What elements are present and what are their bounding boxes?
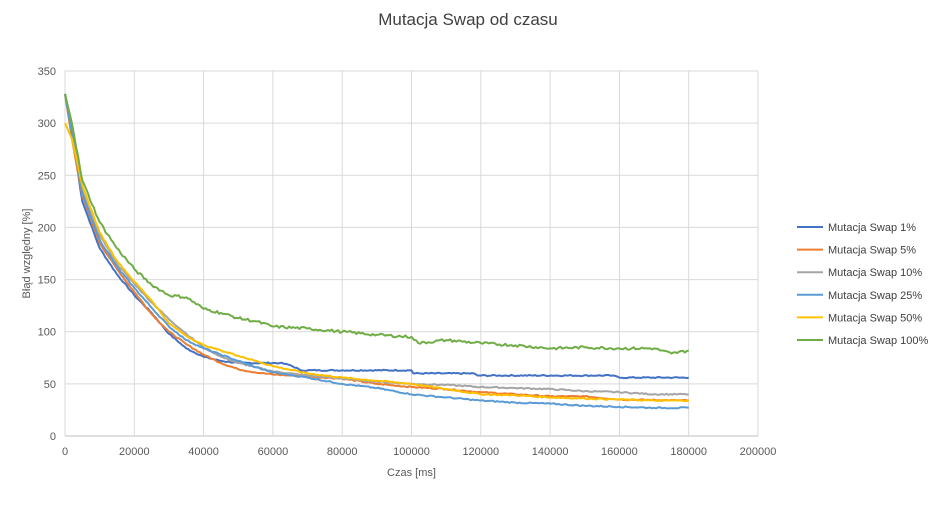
series-line [64,122,689,403]
series-lines [64,93,690,410]
x-tick-label: 120000 [462,446,499,458]
y-tick-label: 50 [44,379,56,391]
series-line [64,93,689,410]
series-line [64,93,689,402]
chart-title: Mutacja Swap od czasu [378,10,558,29]
series-line [64,93,690,355]
x-axis-label: Czas [ms] [387,467,436,479]
y-tick-label: 350 [38,66,56,78]
y-tick-label: 300 [38,118,56,130]
y-tick-label: 0 [50,431,56,443]
x-tick-label: 0 [62,446,68,458]
x-tick-label: 80000 [327,446,358,458]
x-tick-label: 160000 [601,446,638,458]
legend-label: Mutacja Swap 50% [828,312,922,324]
x-tick-label: 100000 [393,446,430,458]
x-axis-ticks: 0 20000 40000 60000 80000 100000 120000 140000 1… [62,446,776,458]
legend: Mutacja Swap 1% Mutacja Swap 5% Mutacja Sw… [797,222,928,347]
x-tick-label: 40000 [188,446,219,458]
legend-label: Mutacja Swap 1% [828,222,916,234]
y-tick-label: 200 [38,222,56,234]
y-tick-label: 150 [38,275,56,287]
y-tick-label: 250 [38,170,56,182]
x-tick-label: 20000 [119,446,150,458]
legend-label: Mutacja Swap 10% [828,267,922,279]
x-tick-label: 60000 [258,446,289,458]
x-tick-label: 200000 [740,446,777,458]
series-line [64,93,689,380]
legend-label: Mutacja Swap 100% [828,335,928,347]
legend-label: Mutacja Swap 5% [828,245,916,257]
y-tick-label: 100 [38,327,56,339]
x-tick-label: 180000 [670,446,707,458]
legend-label: Mutacja Swap 25% [828,290,922,302]
x-tick-label: 140000 [532,446,569,458]
grid-lines [64,70,759,437]
y-axis-ticks: 0 50 100 150 200 250 300 350 [38,66,56,443]
y-axis-label: Błąd względny [%] [21,209,33,299]
